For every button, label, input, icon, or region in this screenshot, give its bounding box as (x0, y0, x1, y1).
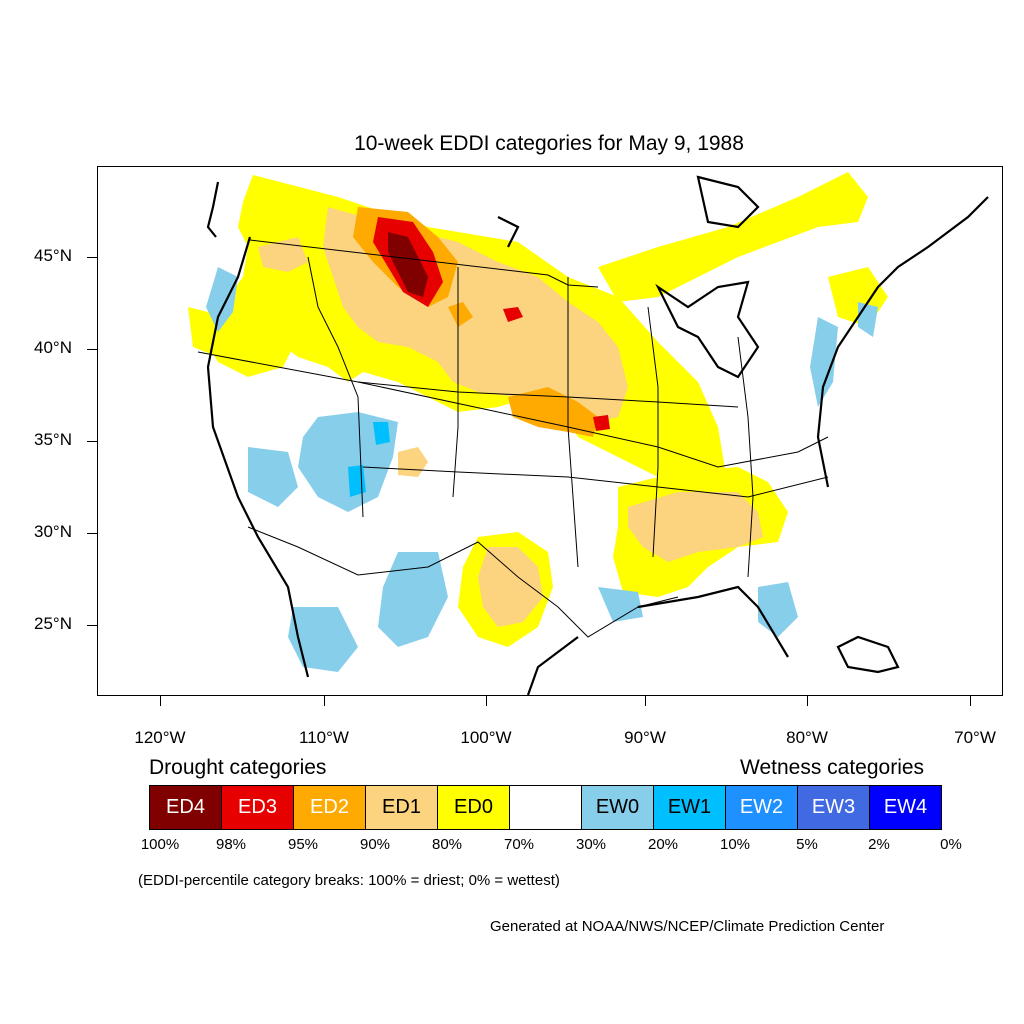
wetness-heading: Wetness categories (740, 756, 925, 779)
legend-box-ed4: ED4 (149, 785, 222, 830)
break-label: 100% (140, 836, 180, 853)
legend-box-ew4: EW4 (869, 785, 942, 830)
lat-label: 40°N (34, 338, 72, 357)
category-note: (EDDI-percentile category breaks: 100% =… (138, 872, 560, 889)
legend-box-normal (509, 785, 582, 830)
lat-label: 25°N (34, 614, 72, 633)
legend-box-ew3: EW3 (797, 785, 870, 830)
lat-tick (87, 533, 97, 534)
break-label: 70% (503, 836, 535, 853)
map-title: 10-week EDDI categories for May 9, 1988 (354, 132, 744, 155)
coastline (206, 175, 989, 695)
lon-label: 70°W (954, 728, 996, 747)
eddi-map (188, 172, 989, 695)
lat-tick (87, 441, 97, 442)
break-label: 2% (868, 836, 890, 853)
lon-tick (807, 696, 808, 706)
lon-label: 90°W (624, 728, 666, 747)
break-label: 30% (575, 836, 607, 853)
legend-bar: ED4 ED3 ED2 ED1 ED0 EW0 EW1 EW2 EW3 EW4 (149, 785, 942, 830)
lon-tick (324, 696, 325, 706)
lat-tick (87, 625, 97, 626)
break-label: 0% (940, 836, 962, 853)
break-label: 5% (796, 836, 818, 853)
lat-tick (87, 257, 97, 258)
break-label: 80% (431, 836, 463, 853)
legend-box-ed2: ED2 (293, 785, 366, 830)
lon-tick (970, 696, 971, 706)
break-label: 20% (647, 836, 679, 853)
lon-tick (645, 696, 646, 706)
lon-tick (486, 696, 487, 706)
drought-heading: Drought categories (149, 756, 327, 779)
ew0-regions (206, 267, 878, 672)
map-panel (97, 166, 1003, 696)
boundaries (197, 239, 829, 638)
break-label: 98% (215, 836, 247, 853)
lon-label: 100°W (460, 728, 512, 747)
lon-label: 80°W (786, 728, 828, 747)
lat-tick (87, 349, 97, 350)
lon-tick (160, 696, 161, 706)
legend-box-ew2: EW2 (725, 785, 798, 830)
break-label: 95% (287, 836, 319, 853)
lat-label: 45°N (34, 246, 72, 265)
lat-label: 30°N (34, 522, 72, 541)
legend-box-ew0: EW0 (581, 785, 654, 830)
lon-label: 120°W (134, 728, 186, 747)
legend-box-ed3: ED3 (221, 785, 294, 830)
break-label: 90% (359, 836, 391, 853)
legend-box-ew1: EW1 (653, 785, 726, 830)
legend-box-ed0: ED0 (437, 785, 510, 830)
lat-label: 35°N (34, 430, 72, 449)
credit-line: Generated at NOAA/NWS/NCEP/Climate Predi… (490, 918, 885, 935)
lon-label: 110°W (299, 728, 349, 747)
break-label: 10% (719, 836, 751, 853)
ed4-regions (388, 232, 428, 297)
legend-box-ed1: ED1 (365, 785, 438, 830)
